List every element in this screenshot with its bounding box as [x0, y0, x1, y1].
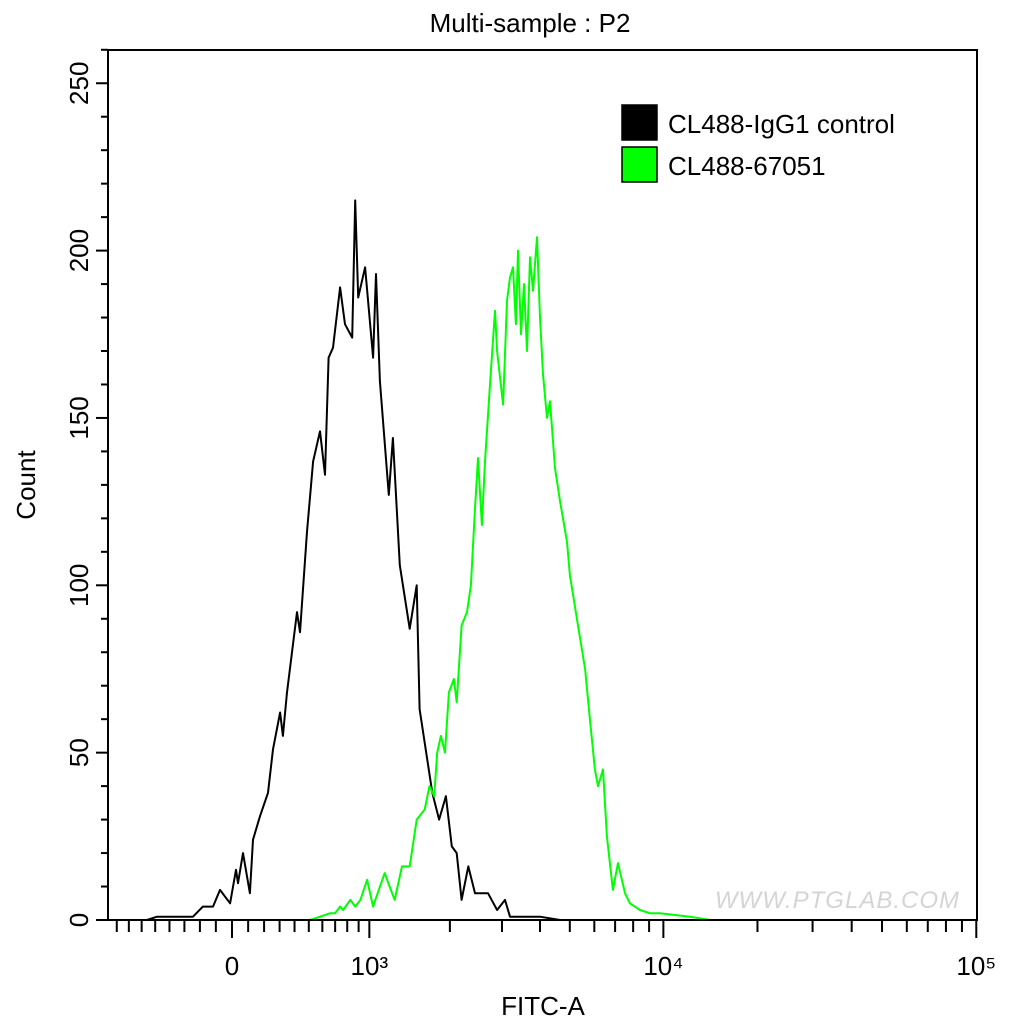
- legend: CL488-IgG1 control CL488-67051: [621, 104, 895, 183]
- legend-swatch-2: [621, 146, 658, 183]
- x-tick-label: 10³: [351, 951, 389, 981]
- legend-label-1: CL488-IgG1 control: [668, 109, 895, 139]
- y-axis: 0 50 100 150 200 250: [64, 48, 108, 927]
- y-tick-label: 250: [64, 62, 94, 105]
- chart-title: Multi-sample : P2: [430, 8, 631, 38]
- series-layer: [108, 199, 730, 921]
- legend-swatch-1: [621, 104, 658, 141]
- y-tick-label: 0: [64, 913, 94, 927]
- series-line-2: [275, 236, 730, 921]
- plot-frame: [107, 49, 978, 921]
- x-tick-label: 10⁵: [956, 951, 996, 981]
- legend-label-2: CL488-67051: [668, 151, 826, 181]
- x-axis: 0 10³ 10⁴ 10⁵: [115, 920, 996, 981]
- watermark: WWW.PTGLAB.COM: [715, 887, 960, 914]
- y-tick-label: 100: [64, 564, 94, 607]
- x-tick-label: 0: [225, 951, 239, 981]
- x-axis-label: FITC-A: [501, 991, 585, 1021]
- y-tick-label: 150: [64, 396, 94, 439]
- x-tick-label: 10⁴: [643, 951, 683, 981]
- y-axis-label: Count: [11, 450, 41, 520]
- y-tick-label: 50: [64, 738, 94, 767]
- series-line-1: [108, 199, 561, 921]
- y-tick-label: 200: [64, 229, 94, 272]
